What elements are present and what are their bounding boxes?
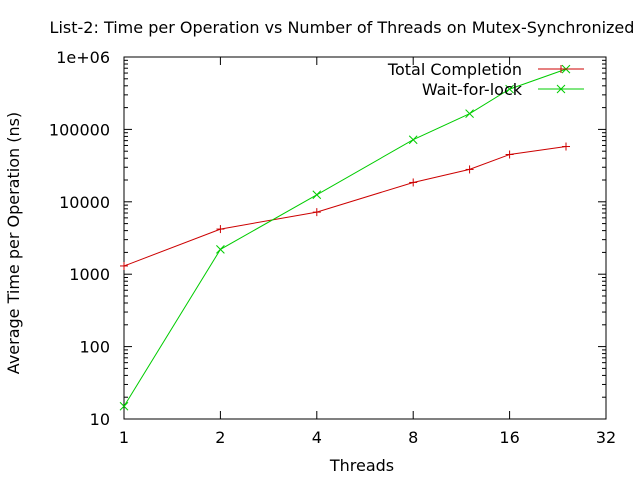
series-2-point xyxy=(465,109,474,119)
x-tick-label: 16 xyxy=(499,428,519,447)
x-axis: 1 2 4 8 16 32 xyxy=(119,57,616,447)
series-1-point xyxy=(505,150,514,159)
legend-marker xyxy=(556,84,566,94)
series-line-1 xyxy=(123,146,567,267)
series-1-point xyxy=(465,165,474,174)
legend-label: Wait-for-lock xyxy=(422,80,523,99)
series-2-point xyxy=(119,401,129,411)
y-tick-label: 1e+06 xyxy=(56,48,110,67)
series-2-point xyxy=(312,190,322,200)
series-1-point xyxy=(216,225,225,234)
plot-border xyxy=(123,56,607,420)
y-tick-label: 10 xyxy=(90,410,110,429)
series-2-point xyxy=(408,135,418,145)
legend-marker xyxy=(557,65,565,73)
series-2-point xyxy=(216,245,225,254)
x-tick-label: 8 xyxy=(408,428,418,447)
legend-label: Total Completion xyxy=(387,60,522,79)
y-tick-label: 10000 xyxy=(59,193,110,212)
series-1-point xyxy=(409,178,418,187)
series-2-point xyxy=(505,84,514,94)
x-axis-label: Threads xyxy=(329,456,394,475)
chart-title: List-2: Time per Operation vs Number of … xyxy=(50,18,635,37)
y-axis-label: Average Time per Operation (ns) xyxy=(4,112,23,374)
x-tick-label: 2 xyxy=(215,428,225,447)
plot-frame xyxy=(123,56,607,420)
y-tick-label: 100 xyxy=(79,338,110,357)
series-1-point xyxy=(561,142,570,151)
x-tick-label: 4 xyxy=(312,428,322,447)
series-1-point xyxy=(312,208,321,217)
x-tick-label: 1 xyxy=(119,428,129,447)
y-tick-label: 100000 xyxy=(49,120,110,139)
series-layer xyxy=(119,64,571,411)
x-tick-label: 32 xyxy=(596,428,616,447)
series-1-point xyxy=(120,261,128,270)
series-line-2 xyxy=(123,68,567,407)
y-tick-label: 1000 xyxy=(69,265,110,284)
y-axis: 10 100 1000 10000 100000 1e+06 xyxy=(49,48,606,429)
